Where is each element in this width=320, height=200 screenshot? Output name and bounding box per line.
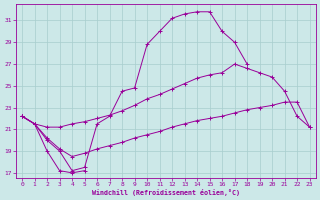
X-axis label: Windchill (Refroidissement éolien,°C): Windchill (Refroidissement éolien,°C) — [92, 189, 240, 196]
